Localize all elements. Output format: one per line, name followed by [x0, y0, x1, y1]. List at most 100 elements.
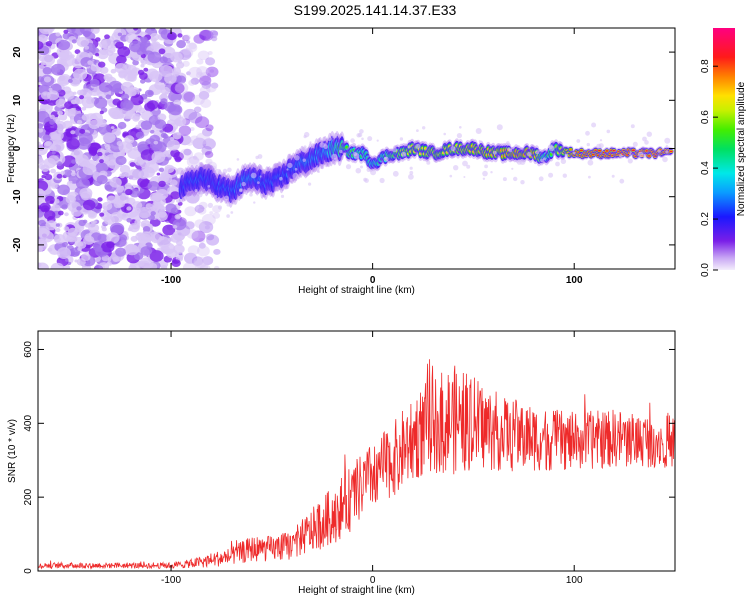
- noise-blob: [79, 95, 85, 100]
- noise-blob: [91, 220, 95, 225]
- faint-dot: [664, 137, 671, 144]
- noise-blob: [179, 148, 194, 160]
- faint-dot: [333, 157, 337, 161]
- y-tick-label: -20: [12, 237, 23, 252]
- noise-blob: [183, 108, 198, 121]
- noise-blob: [44, 210, 56, 220]
- noise-blob: [43, 76, 52, 83]
- noise-blob: [129, 40, 144, 53]
- faint-dot: [409, 170, 414, 175]
- noise-blob: [75, 106, 82, 111]
- faint-dot: [294, 167, 298, 171]
- ridge-core: [359, 155, 363, 158]
- noise-blob: [199, 263, 211, 269]
- noise-blob: [148, 70, 163, 83]
- faint-dot: [217, 205, 223, 210]
- noise-blob: [66, 138, 80, 150]
- noise-blob: [65, 258, 69, 262]
- noise-blob: [137, 207, 152, 219]
- noise-blob: [202, 256, 214, 266]
- faint-dot: [222, 168, 228, 174]
- faint-dot: [549, 145, 555, 152]
- noise-blob: [46, 90, 60, 101]
- noise-blob: [99, 66, 109, 74]
- ridge-core: [549, 152, 553, 156]
- noise-blob: [150, 28, 155, 31]
- noise-blob: [182, 60, 190, 67]
- noise-blob: [212, 212, 221, 219]
- noise-blob: [42, 67, 52, 75]
- faint-dot: [606, 129, 611, 134]
- noise-blob: [53, 198, 60, 204]
- noise-blob: [150, 211, 156, 216]
- noise-blob: [117, 121, 127, 130]
- noise-blob: [132, 115, 140, 122]
- noise-blob: [160, 132, 167, 138]
- faint-dot: [332, 133, 338, 139]
- noise-blob: [79, 128, 86, 134]
- noise-blob: [117, 113, 124, 120]
- faint-dot: [384, 156, 388, 160]
- noise-blob: [38, 155, 44, 164]
- noise-blob: [38, 40, 44, 50]
- ridge-core: [605, 150, 609, 152]
- noise-blob: [185, 42, 198, 53]
- noise-blob: [38, 188, 44, 195]
- noise-blob: [185, 192, 200, 204]
- noise-blob: [63, 90, 75, 100]
- noise-blob: [197, 207, 207, 215]
- noise-blob: [71, 39, 77, 44]
- noise-blob: [201, 145, 213, 155]
- noise-blob: [41, 174, 46, 179]
- noise-blob: [199, 72, 212, 82]
- noise-blob: [164, 164, 175, 174]
- noise-blob: [70, 171, 76, 177]
- noise-blob: [104, 34, 110, 40]
- noise-blob: [63, 226, 70, 232]
- faint-dot: [355, 167, 362, 174]
- noise-blob: [58, 129, 64, 134]
- noise-blob: [81, 106, 87, 111]
- noise-blob: [188, 66, 203, 79]
- noise-blob: [169, 179, 178, 186]
- noise-blob: [88, 119, 100, 130]
- noise-blob: [199, 86, 211, 96]
- noise-blob: [202, 127, 213, 137]
- noise-blob: [48, 87, 53, 92]
- noise-blob: [112, 256, 120, 263]
- noise-blob: [57, 39, 71, 51]
- noise-blob: [50, 63, 66, 76]
- noise-blob: [194, 204, 205, 213]
- noise-blob: [98, 61, 106, 68]
- noise-blob: [125, 143, 133, 150]
- noise-blob: [96, 175, 108, 185]
- noise-blob: [174, 82, 189, 94]
- noise-blob: [106, 195, 117, 204]
- noise-blob: [188, 111, 203, 124]
- noise-blob: [175, 116, 187, 127]
- noise-blob: [160, 86, 171, 95]
- faint-dot: [665, 150, 669, 154]
- faint-dot: [226, 202, 231, 207]
- noise-blob: [196, 58, 204, 65]
- noise-blob: [120, 99, 134, 111]
- faint-dot: [286, 168, 289, 171]
- noise-blob: [183, 91, 195, 102]
- noise-blob: [58, 59, 64, 64]
- faint-dot: [250, 172, 257, 179]
- noise-blob: [199, 29, 214, 42]
- noise-blob: [60, 170, 66, 175]
- colorbar-ticks: 0.0 0.2 0.4 0.6 0.8 Normalized spectral ampli…: [700, 59, 747, 277]
- noise-blob: [201, 213, 216, 226]
- faint-dot: [627, 158, 633, 164]
- spectrogram-heatmap: [38, 28, 674, 269]
- faint-dot: [527, 152, 532, 157]
- noise-blob: [186, 156, 200, 168]
- faint-dot: [226, 214, 230, 218]
- faint-dot: [490, 171, 493, 174]
- noise-blob: [57, 210, 64, 216]
- noise-blob: [209, 69, 215, 73]
- noise-blob: [127, 227, 133, 232]
- faint-dot: [629, 153, 632, 156]
